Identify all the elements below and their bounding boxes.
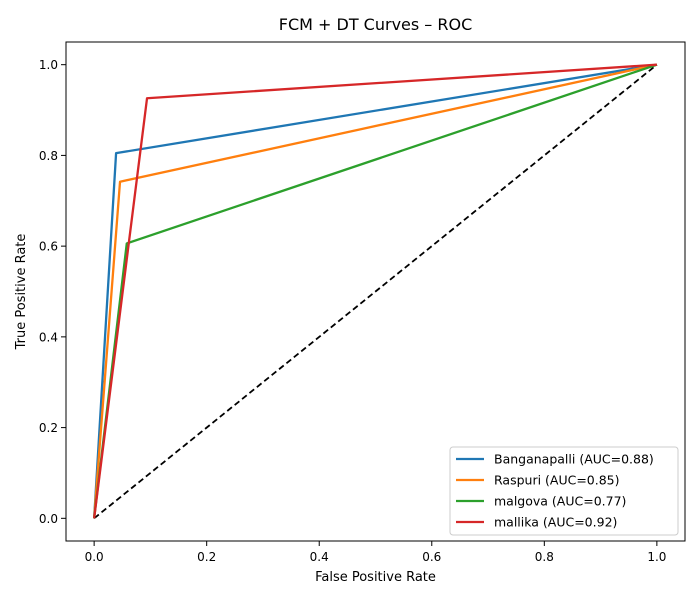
y-tick-label: 0.0 [39,512,58,526]
x-tick-label: 0.2 [197,550,216,564]
legend-label-0: Banganapalli (AUC=0.88) [494,452,654,467]
y-tick-label: 0.2 [39,421,58,435]
x-axis-ticks: 0.0 0.2 0.4 0.6 0.8 1.0 [85,541,666,564]
x-tick-label: 1.0 [647,550,666,564]
chart-title: FCM + DT Curves – ROC [279,15,473,34]
x-tick-label: 0.8 [535,550,554,564]
legend-box [449,446,679,536]
x-axis-label: False Positive Rate [315,570,436,585]
legend: Banganapalli (AUC=0.88) Raspuri (AUC=0.85… [449,446,679,536]
y-tick-label: 0.8 [39,149,58,163]
legend-label-3: mallika (AUC=0.92) [494,515,617,530]
y-tick-label: 1.0 [39,58,58,72]
series-line-0 [92,63,658,519]
plot-content [92,63,658,520]
x-tick-label: 0.4 [310,550,329,564]
y-axis-label: True Positive Rate [14,234,29,351]
series-line-3 [92,63,657,519]
plot-frame [65,41,686,542]
legend-label-2: malgova (AUC=0.77) [494,494,626,509]
y-axis-ticks: 0.0 0.2 0.4 0.6 0.8 1.0 [39,58,66,526]
legend-label-1: Raspuri (AUC=0.85) [494,473,620,488]
x-tick-label: 0.6 [422,550,441,564]
x-tick-label: 0.0 [85,550,104,564]
y-tick-label: 0.4 [39,330,58,344]
reference-diagonal-line [93,63,658,520]
series-line-1 [92,63,658,519]
y-tick-label: 0.6 [39,240,58,254]
